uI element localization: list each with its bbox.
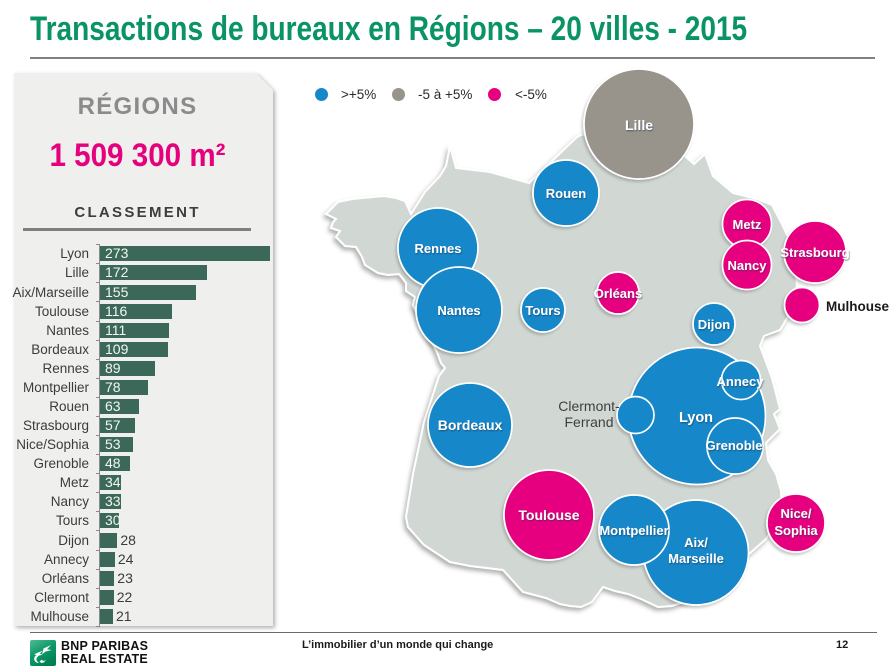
- svg-text:Strasbourg: Strasbourg: [780, 245, 849, 260]
- svg-text:Bordeaux: Bordeaux: [438, 417, 503, 433]
- svg-text:Rennes: Rennes: [415, 241, 462, 256]
- svg-text:Ferrand: Ferrand: [564, 414, 613, 430]
- svg-text:Sophia: Sophia: [774, 523, 818, 538]
- svg-text:Nantes: Nantes: [437, 303, 480, 318]
- svg-text:Lyon: Lyon: [679, 410, 713, 426]
- svg-text:Rouen: Rouen: [546, 186, 587, 201]
- svg-text:Marseille: Marseille: [668, 551, 724, 566]
- svg-text:Dijon: Dijon: [698, 317, 731, 332]
- svg-text:Metz: Metz: [733, 217, 762, 232]
- svg-text:Mulhouse: Mulhouse: [826, 299, 889, 314]
- svg-text:Aix/: Aix/: [684, 535, 708, 550]
- svg-text:Tours: Tours: [525, 303, 560, 318]
- svg-text:Lille: Lille: [625, 117, 653, 133]
- svg-text:Clermont-: Clermont-: [558, 398, 620, 414]
- svg-text:Nice/: Nice/: [780, 506, 811, 521]
- svg-text:Toulouse: Toulouse: [518, 507, 579, 523]
- svg-text:Annecy: Annecy: [717, 374, 765, 389]
- svg-text:Montpellier: Montpellier: [599, 523, 668, 538]
- svg-text:Orléans: Orléans: [594, 286, 642, 301]
- svg-text:Grenoble: Grenoble: [705, 438, 762, 453]
- svg-text:Nancy: Nancy: [727, 258, 767, 273]
